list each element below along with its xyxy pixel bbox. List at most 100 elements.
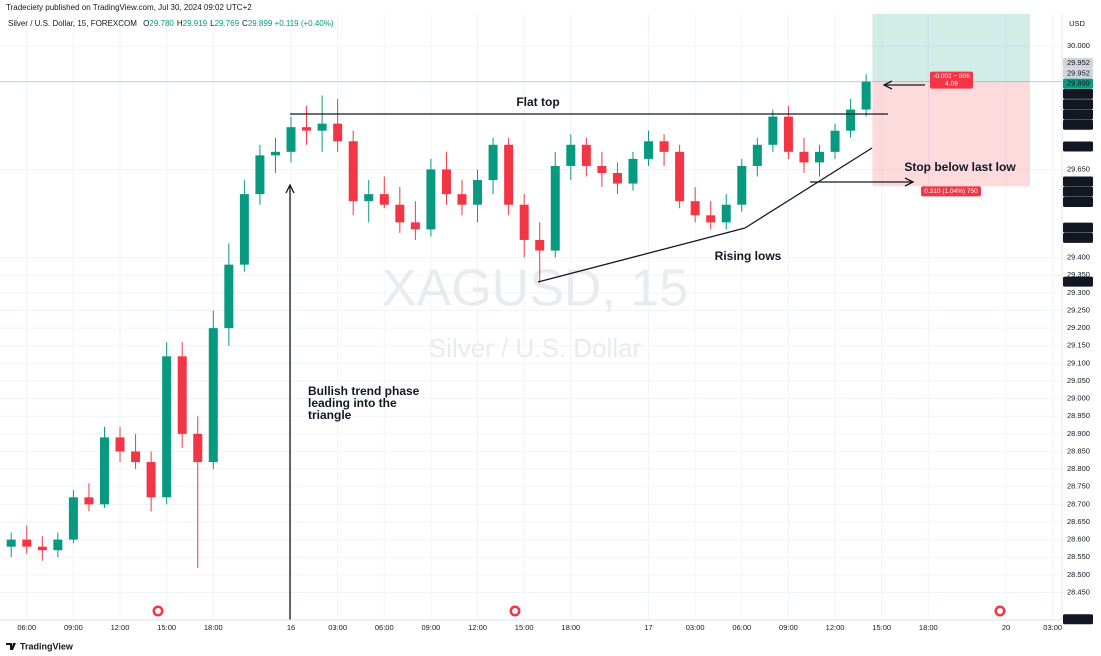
grid xyxy=(0,14,1062,620)
candle-body xyxy=(441,169,451,195)
candle-body xyxy=(84,497,94,505)
legend: Silver / U.S. Dollar, 15, FOREXCOM O29.7… xyxy=(8,19,334,28)
candle-body xyxy=(659,141,669,152)
currency[interactable]: USD xyxy=(1069,19,1085,28)
y-tick-label: 28.900 xyxy=(1067,429,1090,438)
target-badge xyxy=(930,71,973,89)
candle-body xyxy=(177,356,187,434)
x-tick-label: 18:00 xyxy=(561,623,580,632)
x-tick-label: 17 xyxy=(644,623,652,632)
y-tick-label: 29.200 xyxy=(1067,323,1090,332)
x-tick-label: 09:00 xyxy=(779,623,798,632)
published-line: Tradeciety published on TradingView.com,… xyxy=(6,3,252,12)
event-flag[interactable] xyxy=(509,605,521,617)
ohlc-label: L xyxy=(210,19,215,28)
candle-body xyxy=(473,180,483,205)
annotation: triangle xyxy=(308,408,352,422)
price-badge-label: 29.811 xyxy=(1067,109,1089,118)
candle-body xyxy=(535,239,545,251)
candle-body xyxy=(37,546,47,551)
candle-body xyxy=(302,127,312,131)
target-label: -0.002 − 806 xyxy=(933,73,970,80)
candle-body xyxy=(457,194,467,205)
rising-lows-line xyxy=(537,227,746,283)
candle-body xyxy=(721,204,731,223)
candle-body xyxy=(239,194,249,265)
candle-body xyxy=(846,109,856,131)
candle-body xyxy=(768,116,778,145)
price-badge-label: 29.485 xyxy=(1067,223,1090,232)
candle-body xyxy=(581,144,591,166)
ohlc-label: H xyxy=(177,19,183,28)
x-tick-label: 03:00 xyxy=(1043,623,1062,632)
change: +0.119 (+0.40%) xyxy=(275,19,334,28)
price-badge xyxy=(1063,222,1093,233)
annotation: leading into the xyxy=(308,396,397,410)
price-badge xyxy=(1063,276,1093,287)
annotation: Stop below last low xyxy=(904,160,1016,174)
stop-badge xyxy=(921,186,981,197)
y-tick-label: 29.350 xyxy=(1067,270,1090,279)
candle-body xyxy=(504,144,514,205)
candle-body xyxy=(53,539,63,551)
y-tick-label: 29.050 xyxy=(1067,376,1090,385)
y-tick-label: 29.100 xyxy=(1067,358,1090,367)
candle-body xyxy=(395,204,405,223)
stop-label: 0.310 (1.04%) 750 xyxy=(924,188,978,195)
candle-body xyxy=(146,462,156,498)
y-tick-label: 28.650 xyxy=(1067,517,1090,526)
candle-body xyxy=(488,144,498,181)
candle-body xyxy=(706,215,716,223)
price-badge xyxy=(1063,58,1093,69)
y-tick-label: 29.250 xyxy=(1067,305,1090,314)
event-flag[interactable] xyxy=(152,605,164,617)
price-badge xyxy=(1063,186,1093,197)
candle-body xyxy=(131,451,141,463)
candle-body xyxy=(162,356,172,498)
ohlc-value: 29.919 xyxy=(183,19,208,28)
candle-body xyxy=(612,172,622,184)
x-tick-label: 18:00 xyxy=(919,623,938,632)
candle-body xyxy=(208,328,218,463)
price-badge xyxy=(1063,99,1093,110)
price-badge-label: 29.332 xyxy=(1067,277,1090,286)
price-badge xyxy=(1063,141,1093,152)
candle-body xyxy=(379,194,389,205)
price-axis: 30.000 29.650 29.400 29.350 29.300 29.250 29.2… xyxy=(1063,41,1093,625)
y-tick-label: 29.300 xyxy=(1067,288,1090,297)
price-badge xyxy=(1063,78,1093,89)
candle-body xyxy=(99,437,109,505)
y-tick-label: 29.150 xyxy=(1067,341,1090,350)
candle-body xyxy=(783,116,793,152)
ohlc-value: 29.780 xyxy=(149,19,174,28)
price-badge-label: 29.952 xyxy=(1067,58,1090,67)
candle-body xyxy=(115,437,125,452)
price-badge xyxy=(1063,197,1093,208)
candles xyxy=(6,74,871,568)
candle-body xyxy=(68,497,78,540)
candle-body xyxy=(426,169,436,230)
event-flag[interactable] xyxy=(994,605,1006,617)
price-badge-label: 29.715 xyxy=(1067,142,1090,151)
footer-text: TradingView xyxy=(20,641,74,651)
y-tick-label: 28.550 xyxy=(1067,552,1090,561)
annotation: Flat top xyxy=(516,95,559,109)
y-tick-label: 28.600 xyxy=(1067,535,1090,544)
candle-body xyxy=(348,141,358,202)
price-badge-label: 29.602 xyxy=(1067,197,1090,206)
candle-body xyxy=(550,165,560,251)
candle-body xyxy=(224,264,234,329)
x-tick-label: 20 xyxy=(1002,623,1010,632)
y-tick-label: 29.000 xyxy=(1067,394,1090,403)
price-badge-label: 29.811 xyxy=(1067,120,1089,129)
stop-zone xyxy=(872,81,1030,187)
candle-body xyxy=(6,539,16,547)
candle-body xyxy=(628,158,638,184)
price-badge xyxy=(1063,232,1093,243)
price-badge-label: 29.483 xyxy=(1067,233,1090,242)
x-tick-label: 12:00 xyxy=(111,623,130,632)
ohlc-value: 29.769 xyxy=(215,19,240,28)
y-tick-label: 30.000 xyxy=(1067,41,1090,50)
candle-body xyxy=(317,123,327,131)
